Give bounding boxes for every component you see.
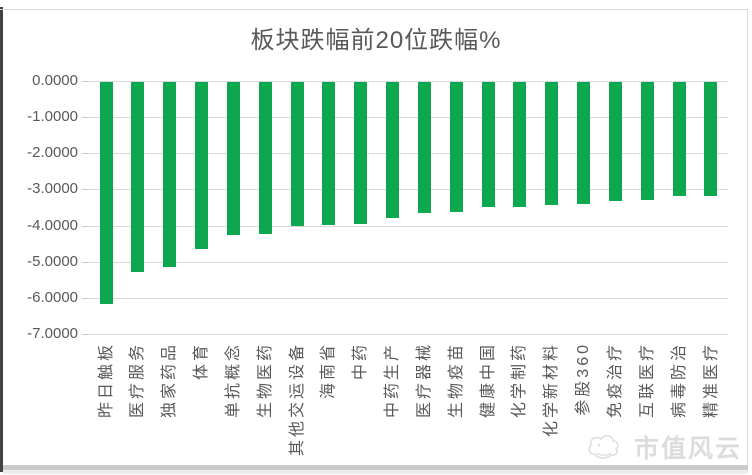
bar	[641, 82, 654, 200]
bar	[545, 82, 558, 205]
gridline	[88, 298, 728, 299]
x-axis-label: 化学制药	[511, 342, 529, 419]
frame-bottom-edge-light	[3, 470, 748, 474]
bar	[577, 82, 590, 204]
bar	[227, 82, 240, 235]
bar	[131, 82, 144, 272]
bar	[450, 82, 463, 212]
bar	[418, 82, 431, 213]
x-axis-label: 体育	[193, 342, 210, 381]
bar	[354, 82, 367, 224]
x-axis-label: 健康中国	[479, 342, 497, 419]
y-axis-label: -1.0000	[27, 108, 78, 125]
y-axis-label: -4.0000	[27, 217, 78, 234]
x-axis-label: 海南省	[320, 342, 338, 400]
bar	[704, 82, 717, 196]
x-axis-label: 生物医药	[256, 342, 274, 419]
bar	[513, 82, 526, 207]
y-axis-label: -6.0000	[27, 289, 78, 306]
y-axis-label: -5.0000	[27, 253, 78, 270]
x-axis-label: 化学新材料	[543, 342, 561, 438]
x-axis-label: 中药生产	[384, 342, 402, 419]
gridline	[88, 117, 728, 118]
x-axis-label: 互联医疗	[638, 342, 656, 419]
gridline	[88, 81, 728, 82]
frame-left-edge	[0, 7, 3, 472]
bar	[322, 82, 335, 225]
x-axis-label: 单抗概念	[224, 342, 242, 419]
y-axis-tick	[82, 334, 88, 335]
gridline	[88, 334, 728, 335]
bar	[100, 82, 113, 304]
gridline	[88, 226, 728, 227]
watermark-text: 市值风云	[633, 435, 742, 463]
x-axis-label: 中药	[352, 342, 370, 381]
x-axis-label: 独家药品	[161, 342, 179, 419]
frame-top-edge	[0, 9, 748, 10]
watermark-logo-icon	[585, 431, 627, 463]
bar	[673, 82, 686, 196]
gridline	[88, 189, 728, 190]
x-axis-label: 医疗器械	[415, 342, 433, 419]
y-axis-tick	[82, 153, 88, 154]
x-axis-label: 其他交运设备	[288, 342, 306, 457]
bar	[609, 82, 622, 201]
bar	[386, 82, 399, 218]
y-axis-label: -2.0000	[27, 144, 78, 161]
y-axis-tick	[82, 262, 88, 263]
x-axis-label: 精准医疗	[702, 342, 720, 419]
y-axis-tick	[82, 298, 88, 299]
y-axis-label: -7.0000	[27, 325, 78, 342]
y-axis-tick	[82, 117, 88, 118]
y-axis-tick	[82, 189, 88, 190]
gridline	[88, 153, 728, 154]
watermark: 市值风云	[585, 429, 742, 465]
y-axis-tick	[82, 81, 88, 82]
x-axis-label: 生物疫苗	[447, 342, 465, 419]
x-axis-label: 病毒防治	[670, 342, 688, 419]
bar	[195, 82, 208, 249]
y-axis-tick	[82, 226, 88, 227]
y-axis-label: 0.0000	[32, 72, 78, 89]
gridline	[88, 262, 728, 263]
frame-bottom-edge	[3, 465, 748, 470]
bar	[259, 82, 272, 234]
x-axis-label: 参股360	[575, 342, 593, 416]
chart-title: 板块跌幅前20位跌幅%	[250, 27, 502, 54]
y-axis-label: -3.0000	[27, 180, 78, 197]
x-axis-label: 昨日触板	[97, 342, 115, 419]
bar	[482, 82, 495, 207]
x-axis-label: 医疗服务	[129, 342, 147, 419]
bar	[291, 82, 304, 226]
x-axis-label: 免疫治疗	[606, 342, 624, 419]
frame-right-edge	[747, 9, 748, 470]
bar	[163, 82, 176, 267]
